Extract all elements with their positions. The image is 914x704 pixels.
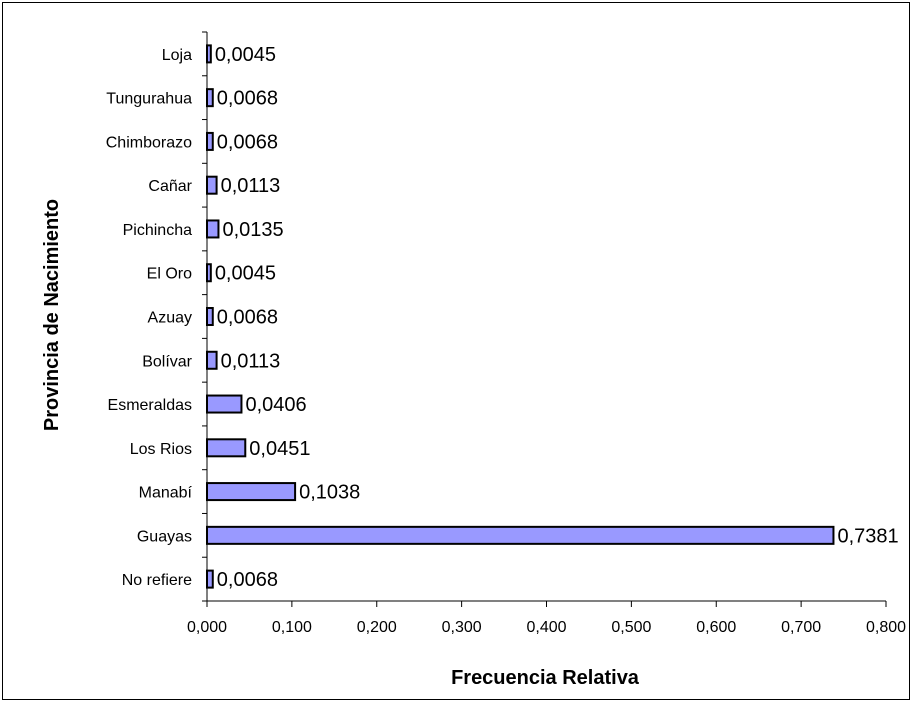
- bar: [206, 569, 214, 589]
- bar: [206, 350, 218, 370]
- bar: [206, 438, 247, 458]
- bar: [206, 482, 297, 502]
- data-label: 0,0113: [221, 350, 281, 372]
- bar: [206, 525, 835, 545]
- data-label: 0,0068: [217, 88, 278, 110]
- axes-layer: [202, 31, 887, 607]
- x-tick-label: 0,100: [272, 619, 312, 636]
- bar: [206, 88, 214, 108]
- bar: [206, 307, 214, 326]
- bar: [206, 44, 212, 64]
- y-tick-label: Loja: [162, 47, 192, 64]
- bar: [206, 219, 220, 239]
- data-label: 0,7381: [837, 525, 898, 547]
- y-axis-title: Provincia de Nacimiento: [41, 199, 63, 431]
- x-tick-label: 0,400: [526, 619, 566, 636]
- data-label: 0,0068: [217, 131, 278, 153]
- data-label: 0,0135: [222, 219, 283, 241]
- x-tick-label: 0,800: [866, 619, 906, 636]
- x-tick-label: 0,600: [696, 619, 736, 636]
- y-tick-label: Bolívar: [142, 353, 192, 370]
- data-label: 0,0045: [215, 44, 276, 66]
- y-tick-label: Pichincha: [123, 222, 192, 239]
- y-tick-label: Esmeraldas: [108, 397, 192, 414]
- data-label: 0,0068: [217, 569, 278, 591]
- data-label: 0,0113: [221, 175, 281, 197]
- y-tick-label: Los Rios: [130, 441, 192, 458]
- bars-layer: [206, 44, 835, 589]
- y-tick-label: El Oro: [147, 266, 192, 283]
- y-tick-label: No refiere: [122, 572, 192, 589]
- y-tick-label: Azuay: [148, 310, 192, 327]
- x-tick-label: 0,200: [357, 619, 397, 636]
- x-tick-label: 0,500: [611, 619, 651, 636]
- y-tick-label: Cañar: [148, 178, 192, 195]
- y-tick-label: Tungurahua: [106, 91, 192, 108]
- x-axis-title: Frecuencia Relativa: [451, 667, 640, 689]
- x-tick-label: 0,300: [442, 619, 482, 636]
- x-tick-label: 0,000: [187, 619, 227, 636]
- data-label: 0,0068: [217, 307, 278, 329]
- data-label: 0,0045: [215, 263, 276, 285]
- x-tick-label: 0,700: [781, 619, 821, 636]
- data-label: 0,0451: [249, 438, 310, 460]
- y-tick-label: Manabí: [139, 485, 193, 502]
- data-label: 0,0406: [245, 394, 306, 416]
- y-tick-label: Guayas: [137, 528, 192, 545]
- bar: [206, 175, 218, 195]
- bar: [206, 394, 243, 414]
- labels-layer: 0,000 0,100 0,200 0,300 0,400 0,500 0,600 0,700…: [106, 44, 906, 636]
- bar: [206, 131, 214, 151]
- bar: [206, 263, 212, 283]
- data-label: 0,1038: [299, 482, 360, 504]
- y-tick-label: Chimborazo: [106, 134, 192, 151]
